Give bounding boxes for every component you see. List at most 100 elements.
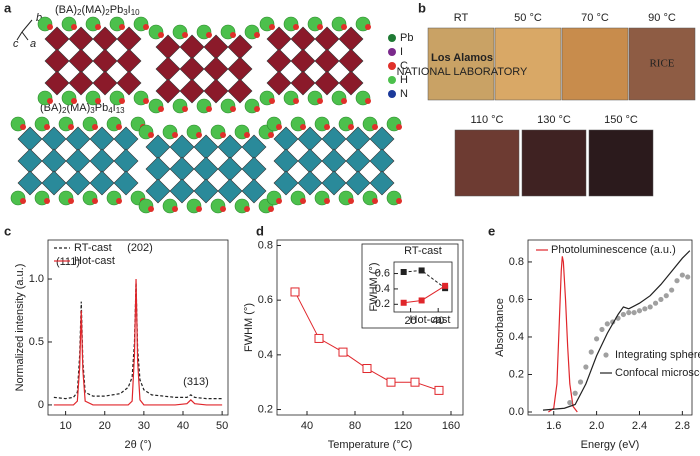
octahedron xyxy=(241,178,267,204)
formula-part: (MA) xyxy=(81,4,105,16)
octahedron xyxy=(44,26,70,52)
octahedron xyxy=(227,56,253,82)
octahedron xyxy=(116,26,142,52)
data-point xyxy=(674,278,680,284)
octahedron xyxy=(145,178,171,204)
organic-spacer xyxy=(95,98,101,104)
organic-spacer xyxy=(47,24,53,30)
data-point xyxy=(647,304,653,310)
octahedron xyxy=(17,170,43,196)
octahedron xyxy=(321,148,347,174)
data-point xyxy=(626,309,632,316)
octahedron xyxy=(266,70,292,96)
x-tick-label: 120 xyxy=(394,420,412,432)
organic-spacer xyxy=(348,124,354,130)
data-point xyxy=(663,293,669,299)
organic-spacer xyxy=(182,106,188,112)
axis-label: c xyxy=(13,38,19,50)
sample-photo xyxy=(454,129,520,197)
octahedron xyxy=(273,126,299,152)
data-point xyxy=(669,287,675,293)
data-point xyxy=(679,272,685,278)
octahedron xyxy=(41,148,67,174)
octahedron xyxy=(241,156,267,182)
octahedron xyxy=(338,48,364,74)
organic-spacer xyxy=(372,124,378,130)
data-point xyxy=(410,377,420,387)
organic-spacer xyxy=(116,198,122,204)
organic-spacer xyxy=(269,98,275,104)
logo-text: RICE xyxy=(649,58,674,70)
octahedron xyxy=(203,78,229,104)
octahedron xyxy=(116,48,142,74)
y-tick-label: 0.4 xyxy=(509,331,524,343)
organic-spacer xyxy=(348,198,354,204)
data-point xyxy=(434,385,444,395)
octahedron xyxy=(68,48,94,74)
organic-spacer xyxy=(324,198,330,204)
organic-spacer xyxy=(244,132,250,138)
organic-spacer xyxy=(92,198,98,204)
octahedron xyxy=(290,70,316,96)
organic-spacer xyxy=(182,32,188,38)
octahedron xyxy=(155,78,181,104)
y-tick-label: 0 xyxy=(38,399,44,411)
octahedron xyxy=(193,156,219,182)
organic-spacer xyxy=(341,98,347,104)
y-axis-label: FWHM (°) xyxy=(243,303,255,352)
formula-part: 3 xyxy=(90,106,95,115)
octahedron xyxy=(345,126,371,152)
temperature-label: 50 °C xyxy=(514,12,542,24)
temperature-label: 110 °C xyxy=(471,114,504,126)
octahedron xyxy=(369,170,395,196)
octahedron xyxy=(345,148,371,174)
octahedron xyxy=(227,34,253,60)
octahedron xyxy=(113,148,139,174)
logo-text: Los Alamos xyxy=(431,52,493,64)
y-axis-label: FWHM (°) xyxy=(368,263,380,312)
organic-spacer xyxy=(206,32,212,38)
organic-spacer xyxy=(119,98,125,104)
octahedron xyxy=(273,148,299,174)
temperature-label: 150 °C xyxy=(604,114,638,126)
octahedron xyxy=(92,26,118,52)
x-tick-label: 40 xyxy=(301,420,313,432)
data-point xyxy=(588,349,594,355)
y-tick-label: 0.6 xyxy=(375,267,390,279)
peak-annotation: (202) xyxy=(127,242,153,254)
octahedron xyxy=(241,134,267,160)
formula-part: (BA) xyxy=(55,4,77,16)
data-point xyxy=(290,287,300,297)
organic-spacer xyxy=(220,206,226,212)
legend-swatch xyxy=(388,90,396,98)
data-point xyxy=(314,333,324,343)
y-axis-label: Normalized intensity (a.u.) xyxy=(14,264,26,392)
legend-label: C xyxy=(400,60,408,72)
sample-photo xyxy=(588,129,654,197)
plot-frame xyxy=(276,239,464,416)
organic-spacer xyxy=(230,106,236,112)
x-tick-label: 20 xyxy=(99,420,111,432)
organic-spacer xyxy=(172,206,178,212)
octahedron xyxy=(65,148,91,174)
panel-label: d xyxy=(256,223,264,238)
legend-swatch xyxy=(388,62,396,70)
sample-photo xyxy=(427,27,495,101)
octahedron xyxy=(113,126,139,152)
organic-spacer xyxy=(365,24,371,30)
data-line xyxy=(403,269,446,289)
octahedron xyxy=(297,148,323,174)
octahedron xyxy=(321,126,347,152)
x-tick-label: 2.8 xyxy=(675,420,690,432)
organic-spacer xyxy=(71,24,77,30)
axis-arrow xyxy=(16,31,23,41)
organic-spacer xyxy=(341,24,347,30)
logo-text: NATIONAL LABORATORY xyxy=(397,66,528,78)
organic-spacer xyxy=(324,124,330,130)
data-point xyxy=(577,379,584,385)
octahedron xyxy=(345,170,371,196)
organic-spacer xyxy=(68,198,74,204)
axis-label: a xyxy=(30,38,36,50)
inset-label: Hot-cast xyxy=(410,314,451,326)
temperature-label: 90 °C xyxy=(648,12,676,24)
